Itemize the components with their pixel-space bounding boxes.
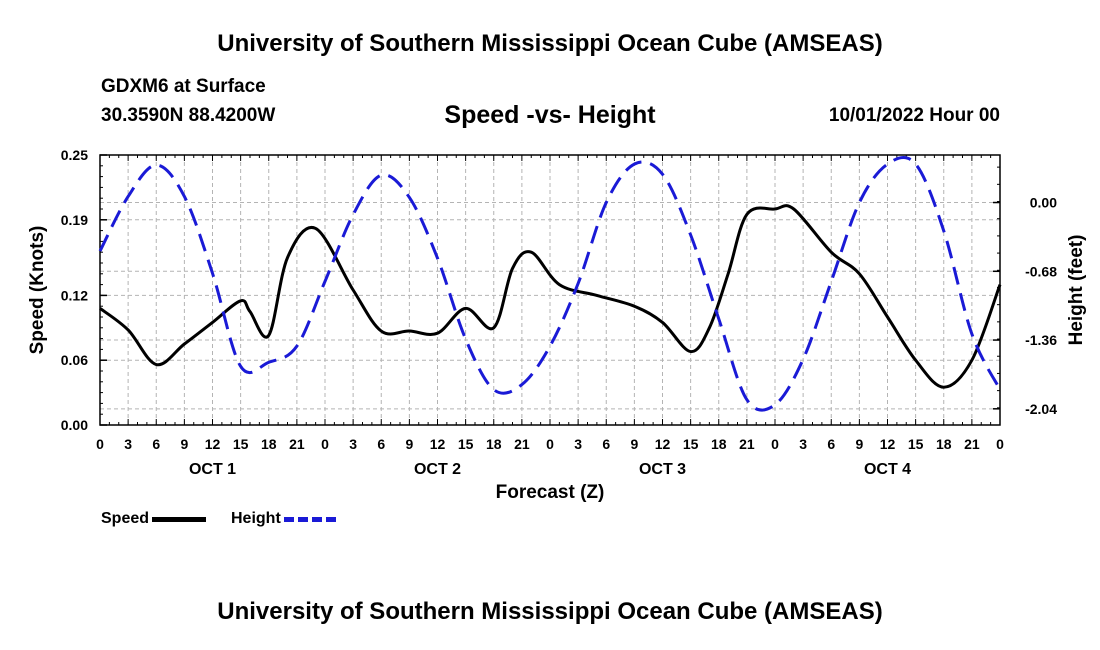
y-tick-label-right: 0.00 — [1030, 195, 1057, 211]
legend-speed-swatch — [152, 516, 207, 522]
x-tick-label: 6 — [152, 436, 160, 452]
series-height-line — [98, 156, 1002, 412]
y-tick-label-left: 0.12 — [61, 287, 88, 303]
legend-height-label: Height — [231, 510, 281, 527]
legend-height: Height — [231, 508, 336, 530]
x-tick-label: 9 — [180, 436, 188, 452]
x-tick-label: 0 — [321, 436, 329, 452]
x-tick-label: 9 — [405, 436, 413, 452]
chart-heading: Speed -vs- Height — [444, 101, 656, 129]
series-speed-line — [99, 204, 1002, 389]
station-name: GDXM6 at Surface — [101, 76, 266, 97]
x-tick-label: 6 — [827, 436, 835, 452]
x-tick-label: 18 — [261, 436, 277, 452]
chart-title-bottom: University of Southern Mississippi Ocean… — [217, 598, 883, 625]
x-tick-label: 3 — [799, 436, 807, 452]
y-axis-title-left: Speed (Knots) — [27, 226, 48, 355]
y-tick-label-right: -0.68 — [1025, 263, 1057, 279]
x-tick-label: 3 — [124, 436, 132, 452]
x-tick-label: 15 — [908, 436, 924, 452]
day-label: OCT 1 — [189, 461, 236, 478]
y-tick-label-right: -2.04 — [1025, 401, 1057, 417]
x-tick-label: 15 — [233, 436, 249, 452]
x-tick-label: 0 — [996, 436, 1004, 452]
legend-speed: Speed — [101, 508, 207, 530]
x-tick-label: 12 — [655, 436, 671, 452]
x-tick-label: 21 — [289, 436, 305, 452]
x-tick-label: 3 — [574, 436, 582, 452]
x-tick-label: 12 — [205, 436, 221, 452]
x-tick-label: 0 — [771, 436, 779, 452]
day-label: OCT 4 — [864, 461, 911, 478]
y-tick-label-left: 0.25 — [61, 147, 88, 163]
x-tick-label: 6 — [602, 436, 610, 452]
x-tick-label: 0 — [546, 436, 554, 452]
x-tick-label: 6 — [377, 436, 385, 452]
legend-height-swatch — [283, 516, 336, 522]
x-tick-label: 18 — [936, 436, 952, 452]
day-label: OCT 2 — [414, 461, 461, 478]
x-tick-label: 21 — [514, 436, 530, 452]
x-axis-title: Forecast (Z) — [495, 482, 605, 503]
y-tick-label-left: 0.00 — [61, 417, 88, 433]
x-tick-label: 18 — [486, 436, 502, 452]
x-tick-label: 15 — [458, 436, 474, 452]
x-tick-label: 9 — [855, 436, 863, 452]
day-label: OCT 3 — [639, 461, 686, 478]
x-tick-label: 3 — [349, 436, 357, 452]
x-tick-label: 18 — [711, 436, 727, 452]
y-axis-title-right: Height (feet) — [1066, 235, 1087, 346]
station-coordinates: 30.3590N 88.4200W — [101, 105, 276, 126]
run-time: 10/01/2022 Hour 00 — [828, 105, 1000, 126]
x-tick-label: 9 — [630, 436, 638, 452]
x-tick-label: 21 — [964, 436, 980, 452]
x-tick-label: 12 — [880, 436, 896, 452]
chart-title-top: University of Southern Mississippi Ocean… — [217, 30, 883, 57]
x-tick-label: 15 — [683, 436, 699, 452]
x-tick-label: 0 — [96, 436, 104, 452]
plot-frame — [99, 154, 1001, 426]
x-tick-label: 12 — [430, 436, 446, 452]
y-tick-label-right: -1.36 — [1025, 332, 1057, 348]
legend-speed-label: Speed — [101, 510, 150, 527]
y-tick-label-left: 0.19 — [61, 212, 88, 228]
speed-height-chart: 0 3 6 9 12 15 18 21 0 3 6 9 12 15 18 21 0 3 6 9 12 15 18 21 0 3 6 9… — [27, 147, 1087, 478]
x-tick-label: 21 — [739, 436, 755, 452]
y-tick-label-left: 0.06 — [61, 352, 88, 368]
